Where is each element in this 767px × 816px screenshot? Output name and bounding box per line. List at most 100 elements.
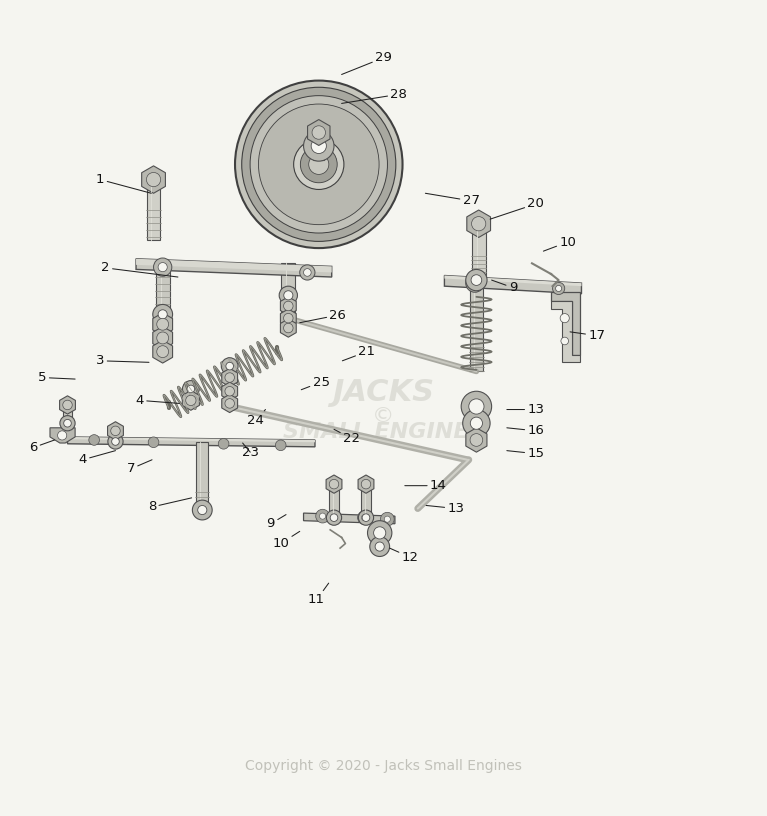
Circle shape — [472, 216, 486, 231]
Circle shape — [183, 380, 199, 397]
Circle shape — [284, 323, 293, 333]
Text: 27: 27 — [426, 193, 479, 207]
Text: SMALL ENGINES: SMALL ENGINES — [283, 423, 484, 442]
Circle shape — [58, 431, 67, 440]
Polygon shape — [551, 301, 580, 362]
Polygon shape — [60, 396, 75, 414]
Circle shape — [329, 479, 339, 489]
Polygon shape — [142, 166, 166, 193]
Circle shape — [358, 510, 374, 526]
Circle shape — [461, 391, 492, 422]
Polygon shape — [281, 264, 295, 318]
Circle shape — [146, 172, 160, 187]
Text: 22: 22 — [334, 429, 360, 445]
Polygon shape — [358, 475, 374, 494]
Text: 17: 17 — [570, 329, 605, 342]
Circle shape — [108, 434, 123, 449]
Polygon shape — [196, 442, 209, 508]
Circle shape — [250, 95, 387, 233]
Circle shape — [370, 537, 390, 557]
Circle shape — [469, 399, 484, 414]
Polygon shape — [67, 437, 315, 442]
Circle shape — [156, 318, 169, 330]
Circle shape — [279, 286, 298, 304]
Circle shape — [284, 313, 293, 323]
Circle shape — [316, 509, 330, 523]
Circle shape — [219, 438, 229, 449]
Circle shape — [63, 400, 72, 410]
Circle shape — [471, 275, 482, 286]
Circle shape — [110, 426, 120, 436]
Circle shape — [284, 301, 293, 311]
Circle shape — [294, 140, 344, 189]
Text: 4: 4 — [136, 394, 179, 407]
Circle shape — [561, 337, 568, 345]
Circle shape — [552, 282, 565, 295]
Text: 26: 26 — [300, 308, 346, 322]
Polygon shape — [467, 210, 491, 237]
Text: 24: 24 — [247, 410, 265, 427]
Circle shape — [225, 373, 235, 382]
Polygon shape — [67, 437, 315, 447]
Circle shape — [470, 278, 479, 288]
Text: 13: 13 — [426, 502, 464, 515]
Text: 2: 2 — [101, 261, 178, 277]
Circle shape — [225, 362, 233, 370]
Polygon shape — [156, 269, 170, 324]
Circle shape — [187, 385, 195, 392]
Polygon shape — [308, 120, 330, 145]
Text: 4: 4 — [78, 450, 116, 466]
Circle shape — [235, 81, 403, 248]
Text: 20: 20 — [490, 197, 545, 220]
Circle shape — [193, 500, 212, 520]
Circle shape — [242, 87, 396, 242]
Circle shape — [375, 542, 384, 551]
Polygon shape — [153, 326, 173, 349]
Circle shape — [186, 395, 196, 406]
Polygon shape — [330, 486, 338, 517]
Text: 11: 11 — [308, 583, 329, 606]
Text: 10: 10 — [543, 236, 576, 251]
Circle shape — [300, 265, 315, 280]
Circle shape — [304, 131, 334, 161]
Circle shape — [311, 138, 327, 153]
Circle shape — [327, 510, 341, 526]
Circle shape — [258, 104, 379, 224]
Polygon shape — [63, 406, 72, 426]
Circle shape — [309, 154, 329, 175]
Circle shape — [357, 511, 371, 525]
Circle shape — [470, 433, 482, 446]
Text: 8: 8 — [148, 498, 192, 513]
Circle shape — [222, 357, 238, 375]
Text: Copyright © 2020 - Jacks Small Engines: Copyright © 2020 - Jacks Small Engines — [245, 759, 522, 773]
Circle shape — [153, 258, 172, 277]
Circle shape — [64, 419, 71, 427]
Text: 7: 7 — [127, 459, 152, 476]
Text: 10: 10 — [272, 531, 300, 550]
Circle shape — [198, 505, 207, 515]
Circle shape — [362, 514, 370, 521]
Polygon shape — [281, 319, 296, 337]
Circle shape — [555, 286, 561, 291]
Text: 21: 21 — [342, 345, 375, 361]
Circle shape — [361, 515, 367, 521]
Text: 14: 14 — [405, 479, 446, 492]
Circle shape — [60, 415, 75, 431]
Circle shape — [225, 399, 235, 408]
Polygon shape — [50, 428, 75, 443]
Polygon shape — [222, 394, 238, 413]
Polygon shape — [444, 276, 581, 286]
Polygon shape — [326, 475, 342, 494]
Circle shape — [89, 435, 100, 446]
Circle shape — [156, 332, 169, 344]
Circle shape — [312, 126, 325, 140]
Circle shape — [225, 387, 235, 396]
Circle shape — [158, 310, 167, 319]
Circle shape — [466, 274, 484, 292]
Polygon shape — [153, 313, 173, 335]
Polygon shape — [153, 340, 173, 363]
Text: 23: 23 — [242, 443, 258, 459]
Text: 9: 9 — [267, 515, 286, 530]
Text: 15: 15 — [507, 447, 545, 460]
Polygon shape — [222, 382, 238, 401]
